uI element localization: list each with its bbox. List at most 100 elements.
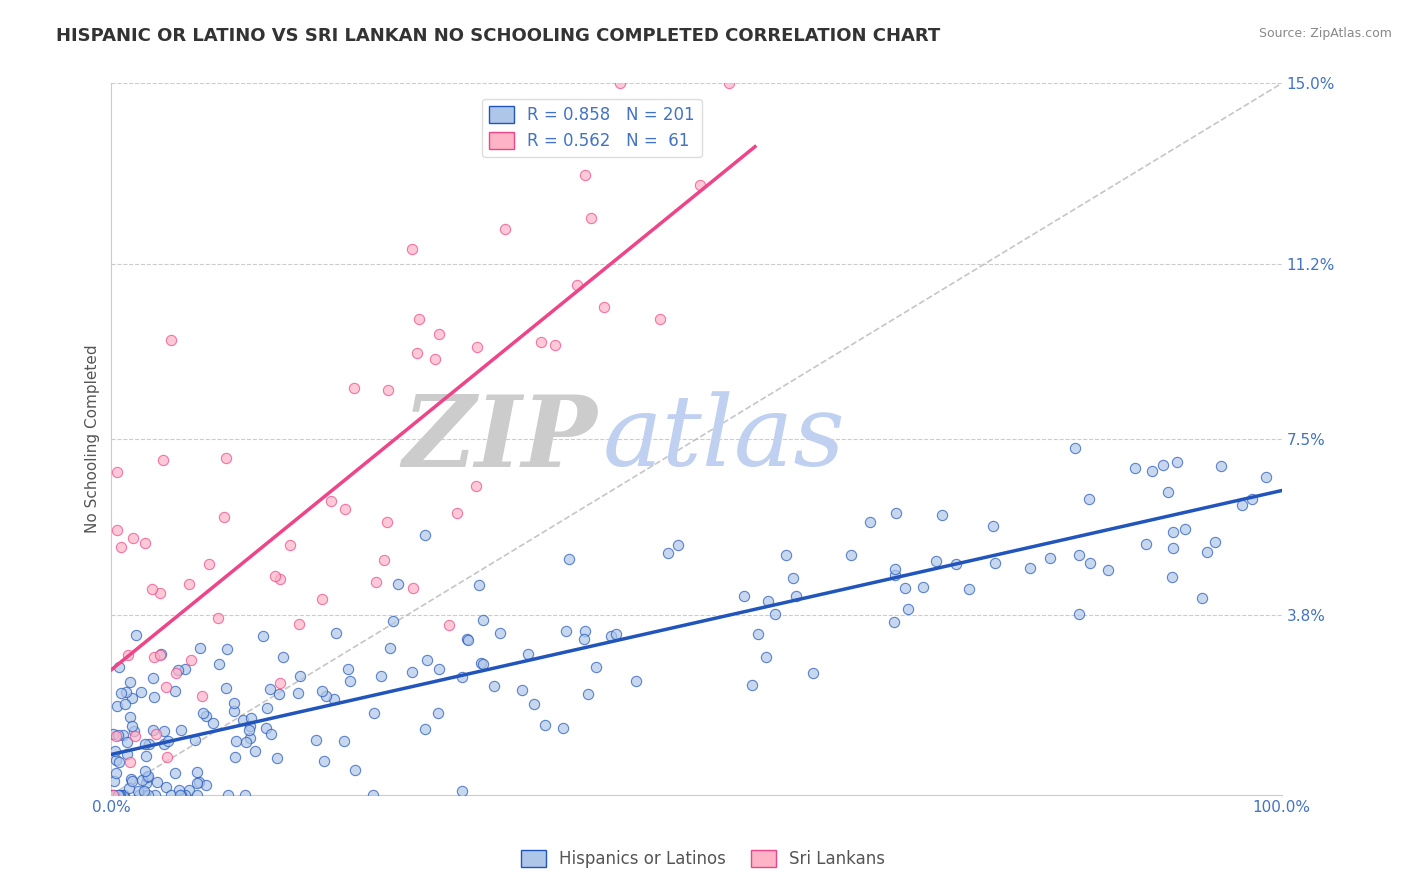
Point <box>657 546 679 560</box>
Point <box>893 581 915 595</box>
Point <box>522 697 544 711</box>
Point <box>576 687 599 701</box>
Point <box>105 523 128 537</box>
Point <box>1097 563 1119 577</box>
Point <box>174 662 197 676</box>
Point <box>465 340 488 354</box>
Point <box>378 640 401 655</box>
Point <box>1135 537 1157 551</box>
Point <box>155 680 177 694</box>
Point <box>141 582 163 597</box>
Point <box>717 77 740 91</box>
Point <box>180 653 202 667</box>
Point <box>897 602 920 616</box>
Point <box>122 723 145 738</box>
Point <box>333 733 356 747</box>
Point <box>143 788 166 802</box>
Point <box>135 748 157 763</box>
Point <box>110 686 132 700</box>
Point <box>363 706 385 720</box>
Point <box>117 648 139 662</box>
Point <box>1123 461 1146 475</box>
Point <box>801 665 824 680</box>
Point <box>1078 491 1101 506</box>
Point <box>186 776 208 790</box>
Point <box>733 589 755 603</box>
Point <box>1230 498 1253 512</box>
Point <box>134 764 156 779</box>
Point <box>387 577 409 591</box>
Point <box>188 641 211 656</box>
Point <box>451 784 474 798</box>
Point <box>198 558 221 572</box>
Point <box>305 733 328 747</box>
Point <box>883 615 905 629</box>
Point <box>127 784 149 798</box>
Point <box>215 642 238 657</box>
Point <box>839 548 862 562</box>
Point <box>238 731 260 746</box>
Point <box>567 278 589 293</box>
Point <box>451 670 474 684</box>
Point <box>585 660 607 674</box>
Point <box>311 592 333 607</box>
Point <box>135 776 157 790</box>
Point <box>1174 522 1197 536</box>
Point <box>413 722 436 736</box>
Point <box>146 774 169 789</box>
Point <box>152 452 174 467</box>
Point <box>1197 544 1219 558</box>
Point <box>1157 485 1180 500</box>
Point <box>1240 491 1263 506</box>
Point <box>945 557 967 571</box>
Point <box>103 774 125 789</box>
Point <box>1063 442 1085 456</box>
Point <box>167 663 190 677</box>
Point <box>288 668 311 682</box>
Point <box>931 508 953 523</box>
Point <box>121 774 143 789</box>
Point <box>558 551 581 566</box>
Point <box>343 763 366 777</box>
Point <box>763 607 786 621</box>
Point <box>149 586 172 600</box>
Point <box>128 788 150 802</box>
Point <box>482 679 505 693</box>
Point <box>494 221 516 235</box>
Point <box>104 765 127 780</box>
Point <box>232 713 254 727</box>
Point <box>120 674 142 689</box>
Point <box>215 451 238 466</box>
Point <box>117 747 139 761</box>
Point <box>406 346 429 360</box>
Point <box>756 594 779 608</box>
Point <box>138 737 160 751</box>
Point <box>195 709 218 723</box>
Point <box>142 671 165 685</box>
Point <box>157 734 180 748</box>
Point <box>1166 454 1188 468</box>
Point <box>1256 470 1278 484</box>
Point <box>233 788 256 802</box>
Point <box>311 684 333 698</box>
Point <box>212 509 235 524</box>
Point <box>416 653 439 667</box>
Point <box>373 553 395 567</box>
Point <box>165 766 187 780</box>
Point <box>377 383 399 397</box>
Point <box>624 673 647 688</box>
Point <box>118 755 141 769</box>
Point <box>101 788 124 802</box>
Point <box>259 682 281 697</box>
Point <box>170 788 193 802</box>
Point <box>114 697 136 711</box>
Point <box>173 788 195 802</box>
Point <box>530 334 553 349</box>
Point <box>117 734 139 748</box>
Point <box>1161 569 1184 583</box>
Point <box>120 772 142 787</box>
Point <box>142 723 165 738</box>
Point <box>136 769 159 783</box>
Point <box>186 788 208 802</box>
Text: ZIP: ZIP <box>402 391 598 487</box>
